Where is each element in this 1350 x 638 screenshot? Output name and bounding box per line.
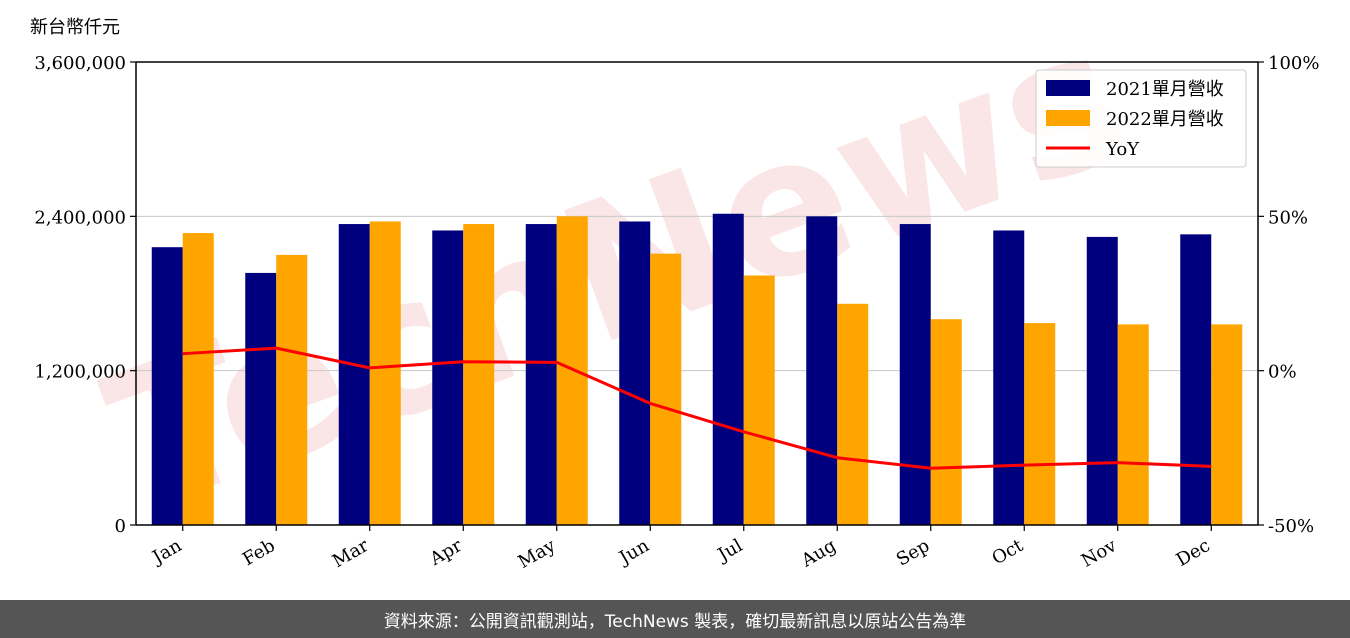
bar-2022-sep — [930, 319, 962, 525]
axes — [130, 61, 1264, 531]
unit-label: 新台幣仟元 — [30, 17, 120, 38]
legend-label: 2021單月營收 — [1106, 79, 1224, 100]
bar-2021-dec — [1180, 234, 1212, 526]
left-tick-label: 3,600,000 — [34, 53, 126, 74]
right-tick-label: 50% — [1268, 207, 1308, 228]
x-tick-label-dec: Dec — [1173, 535, 1214, 571]
bar-2022-feb — [276, 254, 308, 525]
right-tick-label: 0% — [1268, 362, 1297, 383]
bar-2022-apr — [463, 224, 495, 526]
legend-label: 2022單月營收 — [1106, 109, 1224, 130]
bar-2021-sep — [899, 224, 931, 526]
bar-2022-aug — [837, 303, 869, 525]
x-tick-label-feb: Feb — [239, 535, 279, 570]
watermark: TechNews — [83, 0, 1152, 553]
watermark-text: TechNews — [83, 0, 1152, 553]
bar-2022-jan — [182, 233, 214, 525]
x-tick-label-nov: Nov — [1078, 535, 1121, 572]
bar-2021-mar — [338, 224, 370, 526]
bar-2022-dec — [1211, 324, 1243, 525]
right-tick-label: -50% — [1268, 516, 1314, 537]
bar-2021-jan — [151, 247, 183, 525]
right-tick-label: 100% — [1268, 53, 1319, 74]
x-tick-label-aug: Aug — [797, 535, 840, 572]
footer-text: 資料來源：公開資訊觀測站，TechNews 製表，確切最新訊息以原站公告為準 — [383, 611, 967, 632]
x-tick-label-apr: Apr — [426, 535, 466, 570]
legend-label: YoY — [1105, 139, 1140, 160]
bar-2022-jul — [743, 275, 775, 525]
chart: TechNews 0 1,200,000 2,400,000 3,600,000 -50… — [30, 0, 1319, 573]
bar-2022-oct — [1024, 323, 1056, 525]
legend-swatch — [1046, 110, 1090, 126]
x-tick-label-jun: Jun — [614, 535, 653, 570]
yoy-line — [182, 346, 1212, 470]
bar-2021-jun — [619, 221, 651, 525]
x-tick-label-sep: Sep — [893, 535, 933, 570]
left-tick-label: 2,400,000 — [34, 207, 126, 228]
legend: 2021單月營收 2022單月營收 YoY — [1035, 69, 1247, 168]
left-tick-label: 0 — [115, 516, 126, 537]
left-tick-label: 1,200,000 — [34, 362, 126, 383]
bar-2022-jun — [650, 253, 682, 525]
bars — [151, 213, 1243, 526]
bar-2021-nov — [1086, 236, 1118, 525]
bar-2021-oct — [993, 230, 1025, 525]
bar-2022-nov — [1117, 324, 1149, 525]
x-tick-label-mar: Mar — [329, 535, 373, 572]
bar-2021-may — [525, 224, 557, 526]
bar-2022-mar — [369, 221, 401, 525]
yoy-line-layer — [182, 346, 1212, 470]
bar-2021-apr — [432, 230, 464, 525]
bar-2021-feb — [245, 272, 277, 525]
bar-2021-jul — [712, 213, 744, 525]
x-tick-label-oct: Oct — [988, 535, 1027, 570]
footer: 資料來源：公開資訊觀測站，TechNews 製表，確切最新訊息以原站公告為準 — [0, 600, 1350, 638]
x-tick-label-jul: Jul — [713, 535, 747, 567]
bar-2021-aug — [806, 216, 838, 526]
legend-swatch — [1046, 80, 1090, 96]
x-tick-label-may: May — [515, 535, 560, 573]
